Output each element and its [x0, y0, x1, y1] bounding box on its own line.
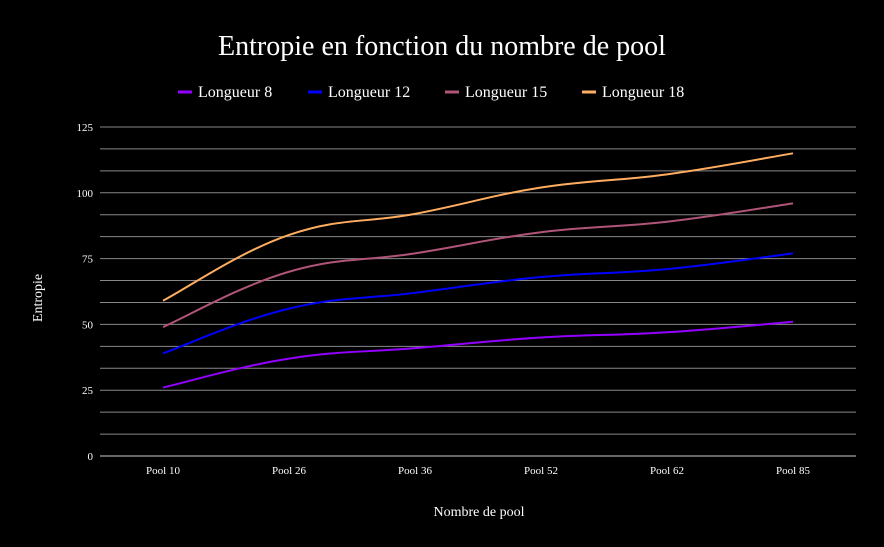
x-tick-label: Pool 52: [524, 465, 558, 477]
x-tick-label: Pool 62: [650, 465, 684, 477]
series-lines: [162, 152, 794, 389]
x-tick-label: Pool 85: [776, 465, 810, 477]
series-line-longueur-15: [162, 202, 794, 328]
x-axis-label: Nombre de pool: [434, 505, 525, 520]
y-tick-label: 25: [82, 385, 94, 397]
legend-label: Longueur 15: [465, 84, 547, 101]
y-tick-label: 50: [82, 319, 94, 331]
y-tick-label: 100: [77, 188, 94, 200]
x-tick-label: Pool 10: [146, 465, 180, 477]
legend: Longueur 8 Longueur 12 Longueur 15 Longueur…: [178, 84, 684, 101]
y-tick-label: 75: [82, 254, 94, 266]
legend-label: Longueur 8: [198, 84, 272, 101]
x-axis: Pool 10 Pool 26 Pool 36 Pool 52 Pool 62 Pool …: [146, 465, 810, 477]
series-line-longueur-8: [162, 320, 794, 389]
series-line-longueur-18: [162, 152, 794, 302]
series-line-longueur-12: [162, 252, 794, 355]
y-axis-label: Entropie: [31, 274, 46, 322]
y-axis: 0 25 50 75 100 125: [77, 122, 94, 463]
x-tick-label: Pool 36: [398, 465, 432, 477]
legend-label: Longueur 12: [328, 84, 410, 101]
gridlines: [100, 126, 856, 457]
y-tick-label: 125: [77, 122, 94, 134]
chart-title: Entropie en fonction du nombre de pool: [218, 31, 666, 62]
y-tick-label: 0: [88, 451, 94, 463]
x-tick-label: Pool 26: [272, 465, 306, 477]
legend-label: Longueur 18: [602, 84, 684, 101]
